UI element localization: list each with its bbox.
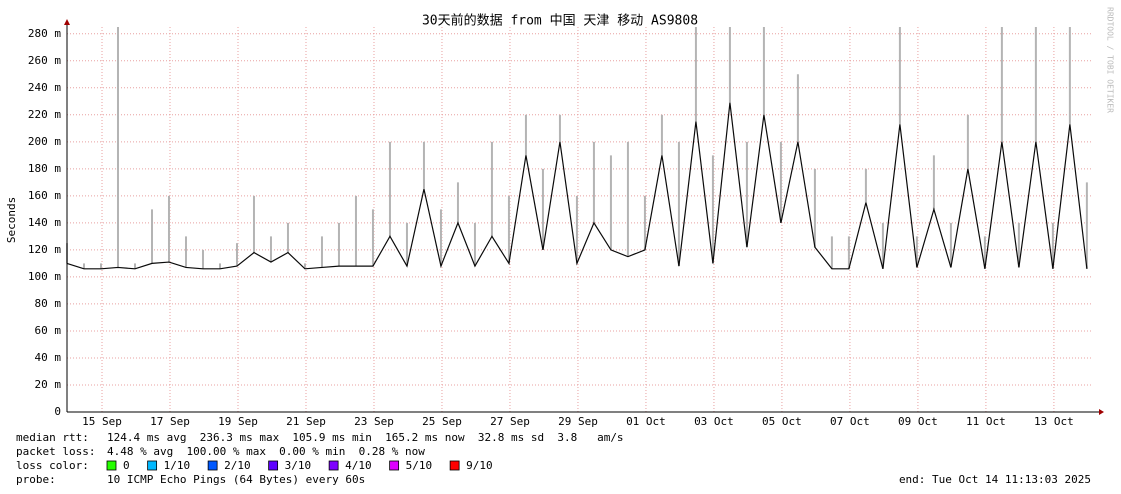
y-tick-label: 0 bbox=[54, 405, 61, 418]
loss-color-swatch bbox=[106, 460, 117, 471]
y-tick-label: 20 m bbox=[35, 378, 62, 391]
y-axis-label: Seconds bbox=[5, 197, 18, 243]
y-tick-label: 180 m bbox=[28, 162, 61, 175]
probe-text: 10 ICMP Echo Pings (64 Bytes) every 60s bbox=[107, 473, 365, 486]
median-line bbox=[66, 102, 1088, 270]
loss-color-swatch bbox=[449, 460, 460, 471]
x-tick-label: 25 Sep bbox=[422, 415, 462, 428]
x-tick-label: 21 Sep bbox=[286, 415, 326, 428]
x-tick-label: 01 Oct bbox=[626, 415, 666, 428]
y-tick-label: 140 m bbox=[28, 216, 61, 229]
rtt-text: 124.4 ms avg 236.3 ms max 105.9 ms min 1… bbox=[107, 431, 624, 444]
loss-color-name: 3/10 bbox=[285, 459, 312, 472]
x-tick-label: 19 Sep bbox=[218, 415, 258, 428]
x-tick-label: 13 Oct bbox=[1034, 415, 1074, 428]
loss-color-name: 9/10 bbox=[466, 459, 493, 472]
loss-color-swatch bbox=[328, 460, 339, 471]
x-tick-label: 17 Sep bbox=[150, 415, 190, 428]
x-tick-label: 11 Oct bbox=[966, 415, 1006, 428]
x-tick-label: 23 Sep bbox=[354, 415, 394, 428]
loss-color-name: 0 bbox=[123, 459, 130, 472]
y-tick-label: 260 m bbox=[28, 54, 61, 67]
y-tick-label: 60 m bbox=[35, 324, 62, 337]
color-label: loss color: bbox=[16, 459, 89, 472]
loss-color-swatch bbox=[389, 460, 400, 471]
rtt-label: median rtt: bbox=[16, 431, 89, 444]
y-tick-label: 40 m bbox=[35, 351, 62, 364]
loss-color-name: 4/10 bbox=[345, 459, 372, 472]
probe-label: probe: bbox=[16, 473, 56, 486]
x-tick-label: 29 Sep bbox=[558, 415, 598, 428]
y-tick-label: 200 m bbox=[28, 135, 61, 148]
loss-color-swatch bbox=[268, 460, 279, 471]
x-tick-label: 05 Oct bbox=[762, 415, 802, 428]
loss-color-swatch bbox=[207, 460, 218, 471]
y-tick-label: 80 m bbox=[35, 297, 62, 310]
x-tick-label: 15 Sep bbox=[82, 415, 122, 428]
x-arrow bbox=[1099, 409, 1104, 415]
y-tick-label: 220 m bbox=[28, 108, 61, 121]
y-tick-label: 280 m bbox=[28, 27, 61, 40]
x-tick-label: 27 Sep bbox=[490, 415, 530, 428]
loss-color-swatch bbox=[147, 460, 158, 471]
loss-color-name: 5/10 bbox=[406, 459, 433, 472]
side-text: RRDTOOL / TOBI OETIKER bbox=[1106, 7, 1115, 113]
loss-color-name: 1/10 bbox=[164, 459, 191, 472]
end-text: end: Tue Oct 14 11:13:03 2025 bbox=[899, 473, 1091, 486]
y-arrow bbox=[64, 19, 70, 25]
y-tick-label: 120 m bbox=[28, 243, 61, 256]
y-tick-label: 240 m bbox=[28, 81, 61, 94]
y-tick-label: 100 m bbox=[28, 270, 61, 283]
chart-title: 30天前的数据 from 中国 天津 移动 AS9808 bbox=[422, 13, 698, 29]
loss-text: 4.48 % avg 100.00 % max 0.00 % min 0.28 … bbox=[107, 445, 425, 458]
x-tick-label: 07 Oct bbox=[830, 415, 870, 428]
x-tick-label: 09 Oct bbox=[898, 415, 938, 428]
loss-label: packet loss: bbox=[16, 445, 95, 458]
y-tick-label: 160 m bbox=[28, 189, 61, 202]
x-tick-label: 03 Oct bbox=[694, 415, 734, 428]
loss-color-name: 2/10 bbox=[224, 459, 251, 472]
